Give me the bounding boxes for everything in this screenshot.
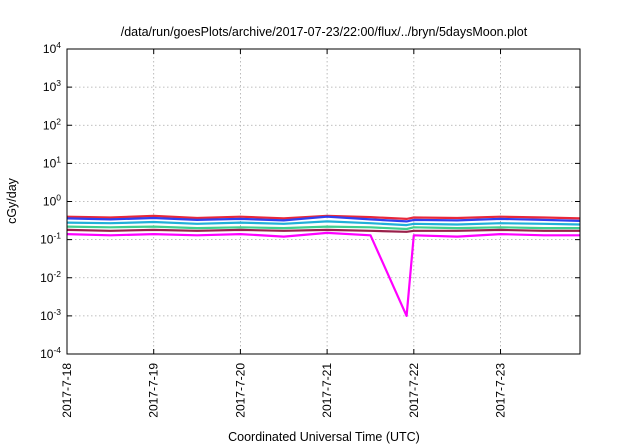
x-axis-label: Coordinated Universal Time (UTC) [228,430,420,444]
y-tick-label: 10-2 [40,269,61,285]
grid [66,49,580,354]
series-line-5 [66,228,580,233]
y-tick-label: 10-4 [40,345,61,361]
y-tick-label: 101 [43,154,61,170]
y-tick-label: 103 [43,78,61,94]
x-tick-label: 2017-7-19 [147,363,161,418]
x-tick-label: 2017-7-20 [233,363,247,418]
y-axis: 10-4 10-3 10-2 10-1 100 101 102 103 104 [40,40,580,361]
series-line-1 [66,214,581,220]
y-tick-label: 102 [43,116,61,132]
series-line-2 [66,215,581,223]
series-line-6 [66,231,580,317]
series-group [66,214,581,317]
x-tick-label: 2017-7-23 [494,363,508,418]
x-tick-label: 2017-7-22 [407,363,421,418]
x-tick-label: 2017-7-21 [320,363,334,418]
y-tick-label: 10-1 [40,231,61,247]
series-line-3 [66,220,581,227]
x-tick-label: 2017-7-18 [60,363,74,418]
y-tick-label: 104 [43,40,61,56]
chart-title: /data/run/goesPlots/archive/2017-07-23/2… [121,25,528,39]
y-axis-label: cGy/day [5,177,19,224]
y-tick-label: 10-3 [40,307,61,323]
x-axis: 2017-7-18 2017-7-19 2017-7-20 2017-7-21 2017… [60,49,508,418]
series-line-4 [66,225,580,231]
y-tick-label: 100 [43,193,61,209]
